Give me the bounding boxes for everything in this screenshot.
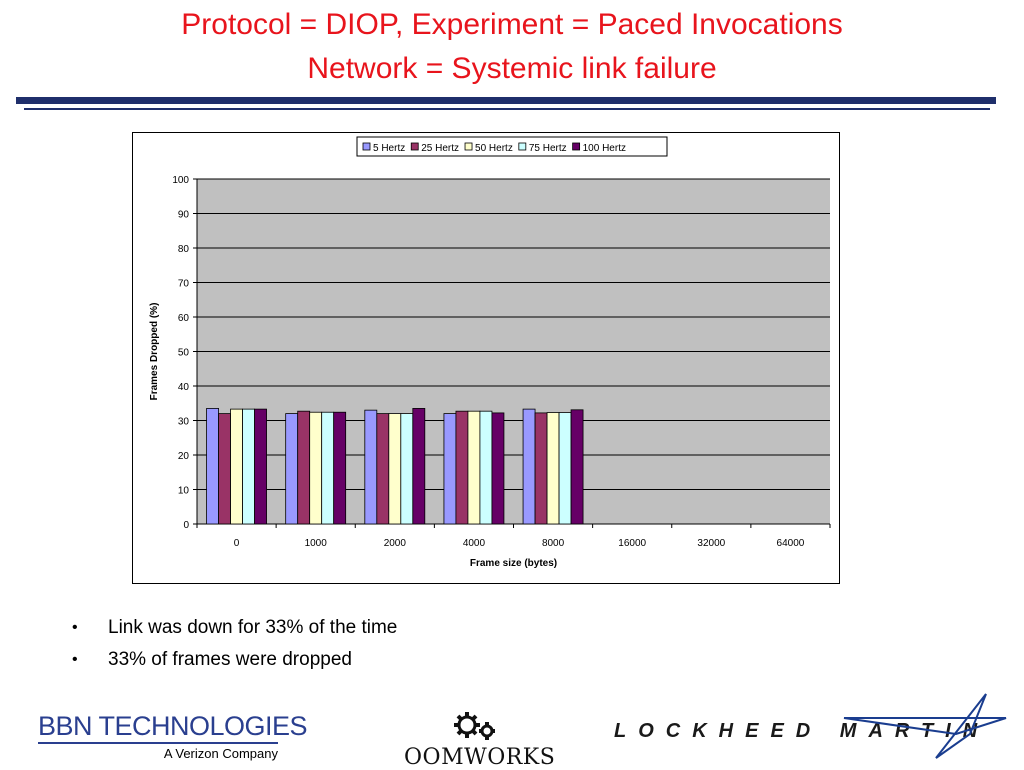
bar — [534, 412, 548, 525]
bullet-dot: • — [72, 651, 78, 668]
y-tick-label: 60 — [178, 313, 190, 324]
bar — [321, 411, 335, 525]
bullet-item: • 33% of frames were dropped — [72, 644, 397, 676]
slide-title-line-2: Network = Systemic link failure — [307, 52, 717, 85]
bar — [376, 413, 390, 525]
lockheed-martin-logo-name: LOCKHEED MARTIN — [614, 720, 990, 742]
lm-star-icon — [843, 693, 1007, 759]
bar — [491, 412, 505, 525]
bar — [443, 413, 457, 525]
y-tick-label: 0 — [183, 520, 189, 531]
bar — [558, 412, 572, 525]
bar — [467, 410, 481, 525]
y-tick-label: 80 — [178, 244, 190, 255]
bar — [400, 413, 414, 525]
bullet-item: • Link was down for 33% of the time — [72, 612, 397, 644]
bar — [242, 408, 255, 525]
x-tick-label: 64000 — [777, 538, 805, 549]
y-tick-label: 90 — [178, 210, 190, 221]
bar — [309, 411, 323, 525]
bullet-dot: • — [72, 619, 78, 636]
y-tick-label: 100 — [172, 175, 189, 186]
legend-label: 25 Hertz — [421, 143, 459, 154]
x-tick-label: 16000 — [618, 538, 646, 549]
bbn-logo: BBN TECHNOLOGIES A Verizon Company — [38, 711, 308, 761]
bar — [285, 413, 299, 525]
lockheed-martin-logo: LOCKHEED MARTIN — [614, 690, 1014, 762]
bar — [479, 410, 493, 525]
bullet-text: Link was down for 33% of the time — [108, 617, 398, 638]
bar — [522, 408, 536, 525]
legend-label: 75 Hertz — [529, 143, 567, 154]
bbn-logo-subtitle: A Verizon Company — [163, 746, 278, 761]
y-axis-label: Frames Dropped (%) — [149, 303, 160, 401]
bbn-logo-rule — [38, 742, 278, 744]
y-tick-label: 40 — [178, 382, 190, 393]
x-tick-label: 2000 — [384, 538, 407, 549]
bar — [218, 413, 231, 525]
bar — [254, 408, 267, 525]
y-tick-label: 20 — [178, 451, 190, 462]
legend-swatch — [362, 142, 371, 151]
legend-swatch — [518, 142, 527, 151]
slide-title-line-1: Protocol = DIOP, Experiment = Paced Invo… — [181, 8, 843, 41]
bar — [546, 412, 560, 525]
bullet-text: 33% of frames were dropped — [108, 649, 352, 670]
x-tick-label: 0 — [234, 538, 240, 549]
legend-label: 100 Hertz — [583, 143, 626, 154]
legend-swatch — [464, 142, 473, 151]
gears-icon — [454, 712, 495, 740]
bar — [412, 408, 426, 525]
legend-swatch — [572, 142, 581, 151]
x-axis-label: Frame size (bytes) — [470, 558, 557, 569]
chart-frame: 0 10 20 30 40 50 60 70 80 90 100 0 1000 2000 4000 8000 1… — [132, 132, 840, 584]
x-tick-label: 4000 — [463, 538, 486, 549]
legend-box — [356, 136, 668, 157]
legend-label: 5 Hertz — [373, 143, 405, 154]
bar — [364, 409, 378, 525]
legend-label: 50 Hertz — [475, 143, 513, 154]
y-tick-label: 50 — [178, 348, 190, 359]
bar — [230, 408, 243, 525]
x-tick-label: 32000 — [697, 538, 725, 549]
legend-swatch — [410, 142, 419, 151]
oomworks-logo-name: OOMWORKS — [404, 745, 556, 770]
bbn-logo-name: BBN TECHNOLOGIES — [38, 711, 308, 741]
bar — [455, 410, 469, 525]
bar — [206, 408, 219, 525]
y-tick-label: 30 — [178, 417, 190, 428]
x-tick-label: 8000 — [542, 538, 565, 549]
bar — [333, 411, 347, 525]
bullet-list: • Link was down for 33% of the time • 33… — [72, 612, 397, 676]
bar — [297, 410, 311, 525]
bar — [570, 409, 584, 525]
bar — [388, 413, 402, 525]
y-tick-label: 10 — [178, 486, 190, 497]
y-tick-label: 70 — [178, 279, 190, 290]
x-tick-label: 1000 — [305, 538, 328, 549]
oomworks-logo: OOMWORKS — [404, 708, 556, 770]
header-rule-thick — [16, 97, 996, 104]
header-rule-thin — [24, 108, 990, 110]
